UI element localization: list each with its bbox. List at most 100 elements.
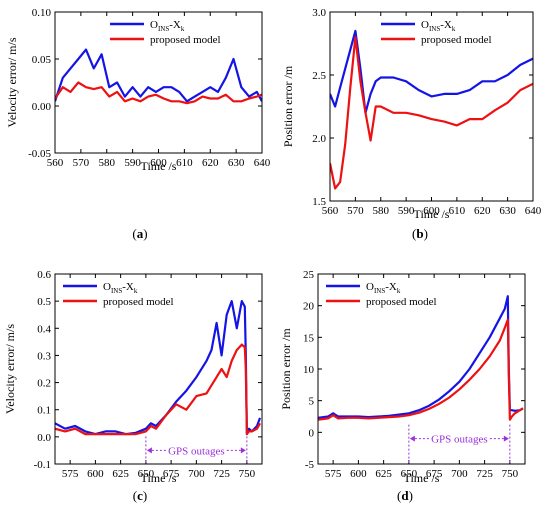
series-group [55, 48, 262, 105]
series-line-proposed-model [55, 81, 262, 105]
legend-entry-oins-xk: OINS-Xk [366, 281, 401, 295]
panel-label-open: ( [412, 226, 416, 241]
x-tick-label: 600 [423, 205, 440, 217]
y-axis-label: Velocity error/ m/s [5, 37, 19, 127]
x-tick-label: 610 [176, 157, 193, 169]
x-tick-label: 630 [228, 157, 245, 169]
y-tick-label: -5 [305, 459, 315, 471]
y-tick-label: 0.3 [37, 350, 51, 362]
x-tick-label: 640 [254, 157, 271, 169]
x-tick-label: 560 [322, 205, 339, 217]
outage-arrowhead-right [240, 447, 246, 454]
y-tick-label: 10 [303, 364, 315, 376]
x-tick-label: 600 [87, 468, 104, 480]
series-line-proposed-model [330, 36, 533, 190]
panel-label-open: ( [133, 488, 137, 503]
x-tick-label: 620 [202, 157, 219, 169]
x-axis-label: Time /s [414, 207, 450, 221]
chart-panel-a: 560 570 580 590 600 610 620 630 640 -0.05 0.00 0.05… [5, 7, 271, 241]
series-line-oins-xk [330, 29, 533, 114]
panel-label-open: ( [397, 488, 401, 503]
y-tick-label: 15 [303, 332, 315, 344]
x-tick-label: 570 [73, 157, 90, 169]
x-tick-label: 575 [325, 468, 342, 480]
outage-label: GPS outages [431, 434, 488, 446]
x-tick-label: 630 [499, 205, 516, 217]
x-tick-label: 580 [99, 157, 116, 169]
legend-name-mid: -X [122, 281, 134, 293]
gps-outage-annotation: GPS outages [408, 424, 511, 464]
legend-entry-proposed-model: proposed model [150, 34, 221, 46]
y-tick-label: 0.5 [37, 296, 51, 308]
y-axis-label: Velocity error/ m/s [3, 324, 17, 414]
outage-label: GPS outages [168, 445, 225, 457]
x-tick-label: 590 [124, 157, 141, 169]
x-tick-label: 610 [449, 205, 466, 217]
y-tick-label: 3.0 [312, 7, 326, 19]
y-tick-label: 0.10 [32, 7, 52, 19]
panel-label-letter: a [137, 226, 144, 241]
legend-name-sub2: k [397, 287, 401, 295]
chart-panel-d: 575 600 625 650 675 700 725 750 -5 0 5 10 15 20 25 Time… [279, 269, 526, 503]
legend-name-sub: INS [374, 287, 385, 295]
x-tick-label: 600 [350, 468, 367, 480]
x-tick-label: 750 [502, 468, 519, 480]
plot-frame [54, 273, 263, 465]
legend-name-sub: INS [429, 25, 440, 33]
x-tick-label: 620 [474, 205, 491, 217]
legend-entry-proposed-model: proposed model [421, 34, 492, 46]
x-axis-label: Time /s [404, 471, 440, 485]
panel-label-close: ) [143, 488, 147, 503]
x-tick-label: 600 [150, 157, 167, 169]
gps-outage-annotation: GPS outages [145, 436, 248, 464]
y-axis-label: Position error /m [281, 65, 295, 147]
y-tick-label: 2.5 [312, 70, 326, 82]
x-tick-label: 675 [163, 468, 180, 480]
legend-name-sub2: k [181, 25, 185, 33]
series-group [55, 300, 262, 436]
x-tick-label: 580 [373, 205, 390, 217]
y-tick-label: 0.6 [37, 269, 51, 281]
x-tick-label: 700 [451, 468, 468, 480]
series-line-oins-xk [318, 295, 524, 419]
series-group [318, 295, 524, 421]
x-tick-label: 725 [476, 468, 493, 480]
y-tick-label: 25 [303, 269, 315, 281]
y-axis-label: Position error /m [279, 328, 293, 410]
legend-name-sub: INS [158, 25, 169, 33]
chart-panel-c: 575 600 625 650 675 700 725 750 -0.1 0.0 0.1 0.2 0.3… [3, 269, 263, 503]
outage-arrowhead-left [409, 435, 415, 442]
panel-label-letter: b [416, 226, 423, 241]
panel-label-letter: d [401, 488, 409, 503]
panel-label-close: ) [143, 226, 147, 241]
x-tick-label: 625 [375, 468, 392, 480]
y-tick-label: 0.2 [37, 378, 51, 390]
legend-name-main: O [103, 281, 111, 293]
panel-label: (c) [133, 488, 147, 503]
y-tick-label: 2.0 [312, 133, 326, 145]
legend-entry-proposed-model: proposed model [103, 296, 174, 308]
legend-entry-oins-xk: OINS-Xk [421, 19, 456, 33]
x-tick-label: 650 [138, 468, 155, 480]
x-tick-label: 750 [239, 468, 256, 480]
panel-label: (b) [412, 226, 428, 241]
legend-name-sub: INS [111, 287, 122, 295]
y-tick-label: 0.05 [32, 54, 52, 66]
x-tick-label: 700 [188, 468, 205, 480]
y-tick-label: 0 [309, 427, 315, 439]
chart-panel-b: 560 570 580 590 600 610 620 630 640 1.5 2.0 2.5 3.0 T… [281, 7, 542, 241]
series-line-proposed-model [318, 318, 524, 421]
legend-name-mid: -X [169, 19, 181, 31]
y-tick-label: -0.05 [28, 148, 51, 160]
x-tick-label: 590 [398, 205, 415, 217]
y-tick-label: 0.1 [37, 405, 51, 417]
panel-label: (d) [397, 488, 413, 503]
legend-name-mid: -X [440, 19, 452, 31]
x-tick-label: 650 [401, 468, 418, 480]
y-tick-label: 5 [309, 396, 315, 408]
legend-name-main: O [366, 281, 374, 293]
panel-label: (a) [132, 226, 147, 241]
y-tick-label: 1.5 [312, 196, 326, 208]
